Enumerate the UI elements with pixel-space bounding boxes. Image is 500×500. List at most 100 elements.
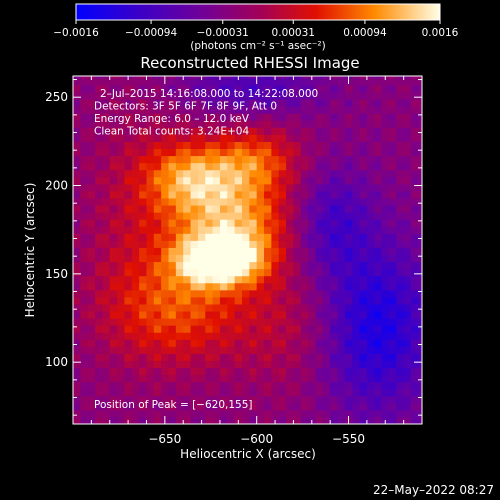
heatmap-cell [219, 254, 228, 263]
heatmap-cell [212, 275, 221, 284]
heatmap-cell [278, 190, 287, 199]
heatmap-cell [190, 127, 199, 135]
heatmap-cell [366, 289, 375, 298]
heatmap-cell [234, 127, 243, 135]
heatmap-cell [344, 219, 353, 227]
heatmap-cell [227, 155, 236, 164]
heatmap-cell [374, 318, 383, 326]
heatmap-cell [271, 98, 280, 107]
heatmap-cell [146, 353, 155, 362]
heatmap-cell [190, 416, 199, 424]
heatmap-cell [396, 296, 405, 305]
heatmap-cell [109, 325, 118, 333]
heatmap-cell [403, 247, 412, 256]
heatmap-cell [95, 289, 103, 298]
heatmap-cell [168, 318, 177, 326]
heatmap-cell [161, 339, 170, 347]
heatmap-cell [381, 113, 390, 121]
heatmap-cell [190, 155, 199, 164]
heatmap-cell [183, 360, 192, 369]
heatmap-cell [227, 183, 236, 192]
heatmap-cell [146, 190, 155, 199]
heatmap-cell [374, 84, 383, 93]
heatmap-cell [403, 275, 412, 284]
heatmap-cell [403, 325, 412, 333]
heatmap-cell [80, 346, 89, 354]
heatmap-cell [95, 275, 103, 284]
heatmap-cell [418, 155, 422, 164]
heatmap-cell [175, 162, 184, 171]
heatmap-cell [124, 169, 133, 178]
heatmap-cell [286, 127, 295, 135]
heatmap-cell [256, 77, 265, 86]
heatmap-cell [190, 339, 199, 347]
heatmap-cell [109, 76, 118, 79]
heatmap-cell [344, 318, 353, 326]
heatmap-cell [131, 120, 140, 128]
heatmap-cell [241, 233, 250, 241]
heatmap-cell [197, 381, 206, 390]
heatmap-cell [315, 325, 324, 333]
heatmap-cell [175, 346, 184, 354]
heatmap-cell [381, 190, 390, 199]
heatmap-cell [190, 141, 199, 150]
heatmap-cell [102, 169, 111, 178]
heatmap-cell [219, 190, 228, 199]
heatmap-cell [80, 134, 89, 142]
heatmap-cell [352, 155, 361, 164]
heatmap-cell [256, 219, 265, 227]
heatmap-cell [366, 233, 375, 241]
heatmap-cell [190, 197, 199, 206]
heatmap-cell [205, 416, 214, 424]
heatmap-cell [256, 367, 265, 376]
heatmap-cell [219, 282, 228, 291]
heatmap-cell [344, 127, 353, 135]
heatmap-cell [212, 141, 221, 150]
heatmap-cell [278, 318, 287, 326]
heatmap-cell [241, 289, 250, 298]
heatmap-cell [330, 247, 339, 256]
heatmap-cell [175, 339, 184, 347]
heatmap-cell [366, 296, 375, 305]
heatmap-cell [264, 113, 272, 121]
heatmap-cell [374, 98, 383, 107]
heatmap-cell [366, 374, 375, 383]
heatmap-cell [308, 409, 317, 418]
heatmap-cell [241, 84, 250, 93]
heatmap-cell [227, 76, 236, 79]
heatmap-cell [197, 388, 206, 397]
heatmap-cell [403, 148, 412, 157]
heatmap-cell [271, 303, 280, 312]
heatmap-cell [410, 367, 419, 376]
heatmap-cell [264, 346, 272, 354]
heatmap-cell [87, 381, 96, 390]
heatmap-cell [322, 148, 331, 157]
heatmap-cell [388, 134, 397, 142]
heatmap-cell [322, 113, 331, 121]
heatmap-cell [73, 219, 81, 227]
heatmap-cell [278, 134, 287, 142]
heatmap-cell [190, 395, 199, 404]
heatmap-cell [102, 282, 111, 291]
heatmap-cell [131, 409, 140, 418]
heatmap-cell [227, 197, 236, 206]
heatmap-cell [264, 98, 272, 107]
heatmap-cell [124, 155, 133, 164]
heatmap-cell [80, 91, 89, 100]
heatmap-cell [117, 402, 126, 411]
heatmap-cell [161, 409, 170, 418]
heatmap-cell [286, 91, 295, 100]
heatmap-cell [403, 261, 412, 270]
heatmap-cell [330, 339, 339, 347]
heatmap-cell [300, 76, 309, 79]
heatmap-cell [95, 240, 103, 248]
heatmap-cell [197, 98, 206, 107]
heatmap-cell [205, 289, 214, 298]
heatmap-cell [117, 91, 126, 100]
heatmap-cell [388, 190, 397, 199]
heatmap-cell [300, 219, 309, 227]
heatmap-cell [241, 254, 250, 263]
heatmap-cell [396, 134, 405, 142]
heatmap-cell [271, 240, 280, 248]
heatmap-cell [117, 303, 126, 312]
